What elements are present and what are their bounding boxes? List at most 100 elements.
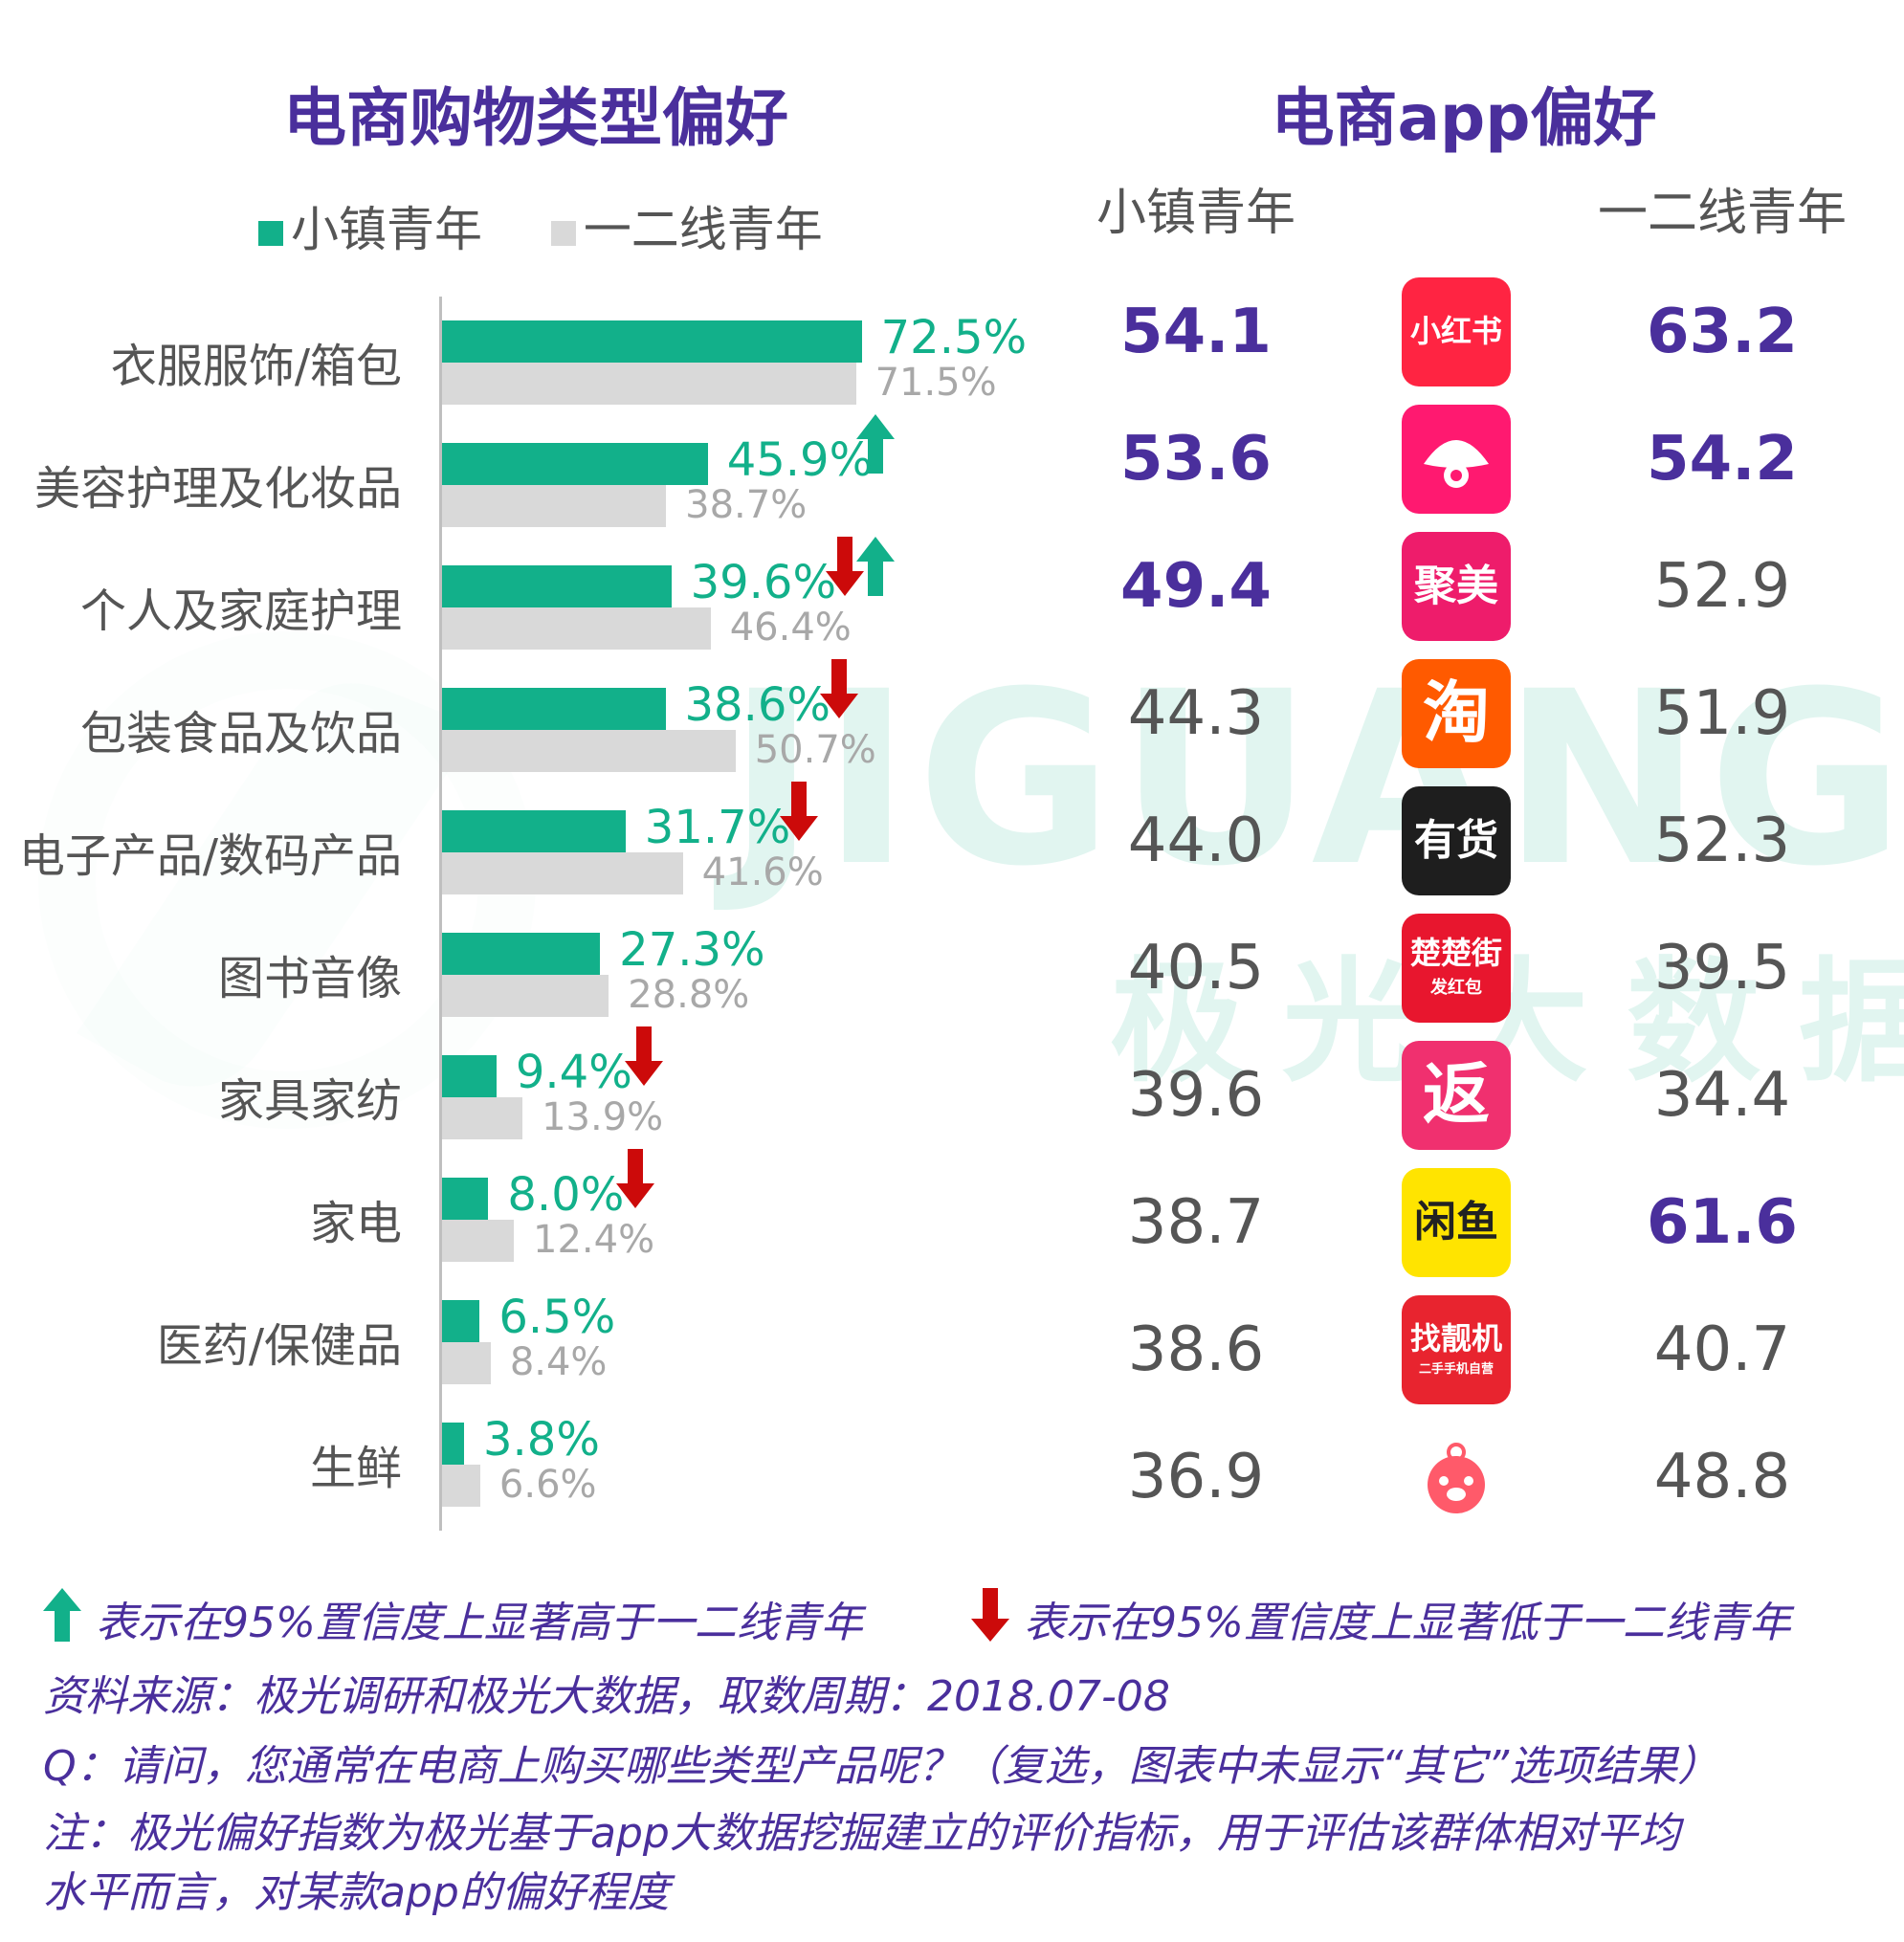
tier1-2-score: 39.5 — [1653, 933, 1791, 1004]
value-label-tier1-2: 6.6% — [498, 1463, 597, 1507]
small-town-score: 44.0 — [1127, 805, 1265, 876]
app-icon-2 — [1402, 405, 1511, 514]
bar-small-town — [442, 1423, 464, 1465]
watermark-text: JIGUANG — [727, 640, 1904, 918]
significance-up-arrow — [856, 414, 895, 474]
app-icon-sublabel: 发红包 — [1430, 977, 1482, 998]
app-icon-4: 淘 — [1402, 659, 1511, 768]
bear-icon — [1428, 1443, 1485, 1513]
tier1-2-score: 48.8 — [1653, 1442, 1791, 1512]
source-note: 资料来源：极光调研和极光大数据，取数周期：2018.07-08 — [43, 1672, 1170, 1721]
category-label: 个人及家庭护理 — [79, 585, 402, 638]
bar-small-town — [442, 810, 626, 852]
small-town-score: 40.5 — [1127, 933, 1265, 1004]
app-icon-label: 闲鱼 — [1414, 1197, 1498, 1247]
app-icon-label: 有货 — [1414, 815, 1498, 865]
bar-small-town — [442, 565, 672, 607]
bar-tier1-2 — [442, 975, 609, 1017]
bar-tier1-2 — [442, 730, 736, 772]
value-label-tier1-2: 38.7% — [685, 483, 808, 527]
small-town-score: 39.6 — [1127, 1060, 1265, 1131]
value-label-small-town: 72.5% — [880, 311, 1028, 364]
value-label-small-town: 6.5% — [498, 1291, 616, 1344]
app-icon-label: 找靓机 — [1409, 1319, 1502, 1357]
tier1-2-score: 61.6 — [1647, 1187, 1798, 1258]
value-label-tier1-2: 12.4% — [533, 1218, 655, 1262]
small-town-score: 36.9 — [1127, 1442, 1265, 1512]
bar-small-town — [442, 688, 666, 730]
right-chart-title: 电商app偏好 — [1271, 81, 1657, 155]
app-icon-7: 返 — [1402, 1041, 1511, 1150]
tier1-2-score: 52.3 — [1653, 805, 1791, 876]
small-town-score: 38.6 — [1127, 1314, 1265, 1385]
app-icon-label: 小红书 — [1409, 313, 1502, 350]
significance-down-arrow — [616, 1149, 655, 1208]
app-icon-8: 闲鱼 — [1402, 1168, 1511, 1277]
value-label-small-town: 31.7% — [644, 801, 791, 854]
legend-label-small-town: 小镇青年 — [291, 202, 482, 257]
tier1-2-score: 34.4 — [1653, 1060, 1791, 1131]
category-label: 电子产品/数码产品 — [18, 829, 402, 883]
category-label: 图书音像 — [217, 952, 402, 1005]
up-arrow-icon — [43, 1588, 81, 1645]
app-icon-label: 聚美 — [1414, 561, 1498, 610]
significance-down-arrow — [819, 659, 858, 718]
app-icon-label: 返 — [1423, 1055, 1490, 1135]
legend-swatch-tier1-2 — [550, 220, 576, 246]
app-icon-label: 楚楚街 — [1409, 935, 1502, 972]
value-label-small-town: 8.0% — [507, 1168, 625, 1222]
app-icon-label: 淘 — [1423, 673, 1490, 753]
bar-tier1-2 — [442, 607, 711, 650]
app-icon-5: 有货 — [1402, 786, 1511, 895]
app-icon-9: 找靓机 二手手机自营 — [1402, 1295, 1511, 1404]
value-label-tier1-2: 50.7% — [754, 728, 876, 772]
value-label-small-town: 27.3% — [619, 923, 765, 977]
app-icon-6: 楚楚街 发红包 — [1402, 914, 1511, 1023]
bar-small-town — [442, 1178, 489, 1220]
legend-label-tier1-2: 一二线青年 — [583, 202, 823, 257]
tier1-2-score: 51.9 — [1653, 678, 1791, 749]
bar-tier1-2 — [442, 1465, 480, 1507]
legend-swatch-small-town — [258, 220, 283, 246]
app-icon-10 — [1402, 1423, 1511, 1532]
category-label: 衣服服饰/箱包 — [110, 340, 402, 393]
bar-small-town — [442, 933, 601, 975]
app-icon-3: 聚美 — [1402, 532, 1511, 641]
significance-down-arrow — [779, 782, 818, 841]
value-label-small-town: 3.8% — [482, 1413, 600, 1467]
value-label-tier1-2: 71.5% — [875, 361, 997, 405]
value-label-small-town: 45.9% — [726, 433, 874, 487]
category-label: 生鲜 — [309, 1442, 402, 1495]
tier1-2-score: 54.2 — [1647, 424, 1798, 495]
significance-down-arrow — [825, 537, 864, 596]
bar-small-town — [442, 1055, 497, 1097]
bar-small-town — [442, 1300, 480, 1342]
bar-tier1-2 — [442, 1097, 523, 1139]
bar-tier1-2 — [442, 485, 667, 527]
value-label-small-town: 39.6% — [690, 556, 837, 609]
bar-tier1-2 — [442, 852, 683, 894]
col-header-small-town: 小镇青年 — [1096, 185, 1295, 242]
significance-down-arrow — [624, 1026, 663, 1086]
bar-small-town — [442, 443, 708, 485]
bar-tier1-2 — [442, 1220, 515, 1262]
significance-up-arrow — [856, 537, 895, 596]
index-note-line2: 水平而言，对某款app的偏好程度 — [43, 1868, 670, 1917]
bar-small-town — [442, 320, 862, 363]
chart-legend: 小镇青年 一二线青年 — [258, 191, 823, 260]
question-note: Q：请问，您通常在电商上购买哪些类型产品呢？（复选，图表中未显示“其它”选项结果… — [43, 1742, 1720, 1791]
tier1-2-score: 40.7 — [1653, 1314, 1791, 1385]
small-town-score: 53.6 — [1120, 424, 1272, 495]
small-town-score: 38.7 — [1127, 1187, 1265, 1258]
value-label-tier1-2: 41.6% — [701, 850, 824, 894]
left-chart-title: 电商购物类型偏好 — [283, 81, 788, 155]
value-label-small-town: 9.4% — [515, 1046, 632, 1099]
small-town-score: 54.1 — [1120, 297, 1272, 367]
bar-tier1-2 — [442, 1342, 491, 1384]
app-icon-1: 小红书 — [1402, 277, 1511, 386]
bar-tier1-2 — [442, 363, 856, 405]
value-label-tier1-2: 28.8% — [628, 973, 750, 1017]
value-label-tier1-2: 46.4% — [729, 606, 852, 650]
chart-axis-line — [439, 297, 442, 1531]
small-town-score: 44.3 — [1127, 678, 1265, 749]
